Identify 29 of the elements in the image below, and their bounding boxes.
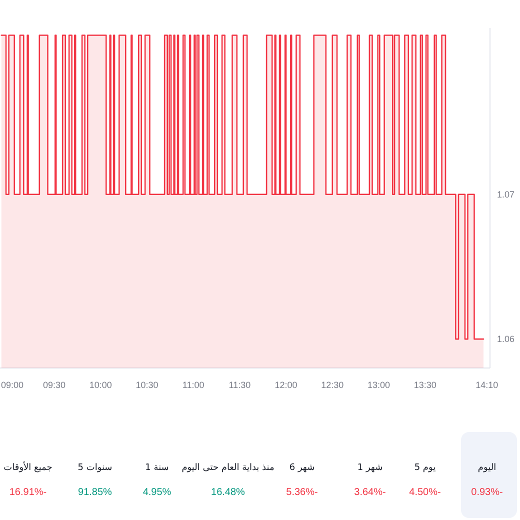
y-tick-label: 1.07 <box>497 189 515 200</box>
x-tick-label: 14:10 <box>476 380 498 390</box>
category-label: اليوم <box>478 463 496 473</box>
y-tick-label: 1.06 <box>497 334 515 344</box>
x-tick-label: 12:00 <box>274 380 298 390</box>
category-label: يوم 5 <box>414 463 436 473</box>
x-tick-label: 12:30 <box>321 380 344 390</box>
x-tick-label: 10:30 <box>136 380 158 390</box>
x-tick-label: 10:00 <box>89 380 112 390</box>
x-tick-label: 09:00 <box>1 380 24 390</box>
text: 16.48% <box>211 487 245 498</box>
text: 4.50%- <box>409 487 441 498</box>
category-label: منذ بداية العام حتى اليوم <box>182 463 274 473</box>
text: 16.91%- <box>9 487 47 498</box>
x-tick-label: 13:30 <box>414 380 436 390</box>
text: 0.93%- <box>471 487 503 498</box>
text: 3.64%- <box>354 487 386 498</box>
category-label: شهر 6 <box>289 463 315 473</box>
x-tick-label: 13:00 <box>367 380 390 390</box>
category-label: سنة 1 <box>145 463 169 473</box>
text: 4.95% <box>142 487 172 498</box>
category-label: سنوات 5 <box>78 463 112 473</box>
text: 5.36%- <box>286 487 318 498</box>
x-tick-label: 09:30 <box>42 380 66 390</box>
category-label: جميع الأوقات <box>4 461 52 473</box>
category-label: شهر 1 <box>357 463 383 473</box>
x-tick-label: 11:30 <box>228 380 251 390</box>
text: 91.85% <box>78 487 112 498</box>
x-tick-label: 11:00 <box>182 380 204 390</box>
